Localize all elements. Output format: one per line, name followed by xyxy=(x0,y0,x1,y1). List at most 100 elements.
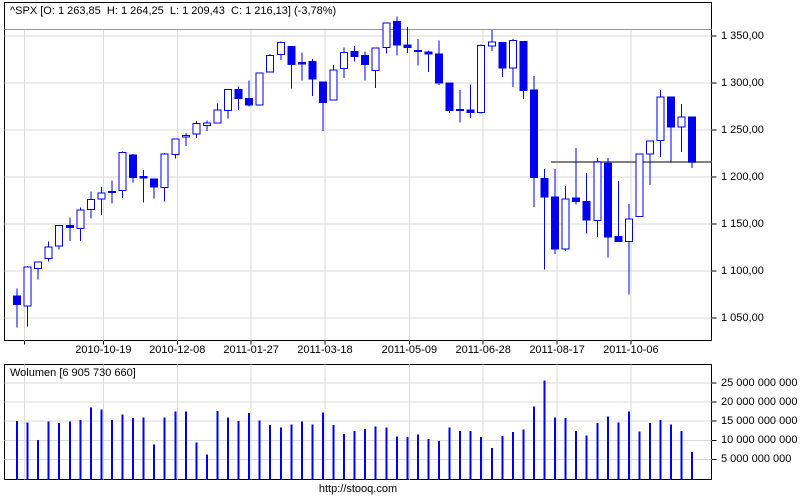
candle-body-up xyxy=(635,153,644,217)
volume-bar xyxy=(100,409,103,480)
candle-body-up xyxy=(118,152,127,191)
candle-body-up xyxy=(76,209,85,230)
volume-bar xyxy=(691,452,694,480)
volume-axis-label: 25 000 000 000 xyxy=(721,377,798,389)
candle-body-up xyxy=(593,161,602,222)
candle xyxy=(435,40,443,85)
candle xyxy=(202,120,211,132)
candle xyxy=(656,89,665,158)
candle xyxy=(224,88,232,119)
candle xyxy=(255,72,264,106)
candle xyxy=(677,104,686,152)
candle xyxy=(350,45,359,62)
candle-body-up xyxy=(224,88,232,111)
volume-axis-label: 5 000 000 000 xyxy=(721,453,792,466)
volume-bar xyxy=(300,421,303,480)
volume-bar xyxy=(311,424,314,480)
candle-body-down xyxy=(445,82,454,111)
volume-bar xyxy=(564,417,567,480)
candle xyxy=(276,41,285,60)
price-axis-label: 1 050,00 xyxy=(721,312,764,324)
volume-bar xyxy=(195,442,198,480)
candle-body-down xyxy=(107,190,116,194)
candle-body-up xyxy=(171,138,180,156)
candle-body-up xyxy=(97,192,106,200)
volume-bar xyxy=(174,411,177,480)
candle-body-down xyxy=(667,96,676,128)
volume-bar xyxy=(532,406,535,480)
candle-body-up xyxy=(181,135,190,138)
candle-body-down xyxy=(540,177,549,198)
candle-body-up xyxy=(646,140,654,155)
candle-body-up xyxy=(86,198,95,211)
price-panel-header: ^SPX [O: 1 263,85 H: 1 264,25 L: 1 209,4… xyxy=(10,5,337,17)
candle-body-down xyxy=(403,44,412,48)
candle xyxy=(361,51,370,81)
candle xyxy=(160,152,169,202)
candle-body-down xyxy=(582,200,591,221)
candle-body-down xyxy=(150,178,159,188)
volume-bar xyxy=(374,426,377,480)
volume-bar xyxy=(216,410,219,480)
candle-body-down xyxy=(688,116,697,163)
candle-body-up xyxy=(371,47,380,71)
volume-bar xyxy=(248,413,251,480)
date-label: 2011-01-27 xyxy=(223,344,279,356)
candle xyxy=(118,151,127,199)
volume-bar xyxy=(511,431,514,480)
volume-bar xyxy=(279,427,282,480)
candle-body-down xyxy=(603,162,612,238)
volume-bar xyxy=(448,427,451,480)
volume-bar xyxy=(638,431,641,480)
volume-bar xyxy=(543,380,546,480)
volume-bar xyxy=(332,425,335,480)
candle-body-down xyxy=(413,49,422,53)
volume-axis-label: 10 000 000 000 xyxy=(721,434,798,447)
candle-body-up xyxy=(266,55,275,73)
candle xyxy=(234,86,243,111)
candle xyxy=(329,64,338,101)
volume-bar xyxy=(575,430,578,480)
candle xyxy=(498,41,507,77)
candle-body-down xyxy=(287,45,296,65)
candle-body-down xyxy=(129,154,138,179)
volume-bar xyxy=(459,431,462,480)
candle xyxy=(466,84,475,118)
volume-bar xyxy=(68,421,71,480)
candle-body-up xyxy=(487,41,496,47)
candle xyxy=(624,203,633,295)
candle xyxy=(13,288,21,328)
candle xyxy=(572,148,581,205)
candle xyxy=(86,191,95,219)
date-label: 2011-03-18 xyxy=(297,344,353,356)
candle xyxy=(477,44,486,114)
candle xyxy=(150,178,159,199)
volume-bar xyxy=(353,430,356,480)
candle-body-up xyxy=(192,123,201,135)
candle-body-down xyxy=(466,109,475,114)
volume-bar xyxy=(227,417,229,480)
candle xyxy=(97,186,106,215)
candle xyxy=(266,54,275,73)
candle-body-down xyxy=(245,98,254,106)
candle-body-up xyxy=(255,72,264,106)
candle xyxy=(139,170,148,203)
volume-bar xyxy=(110,420,113,480)
candle-body-down xyxy=(318,81,327,104)
candle xyxy=(667,96,676,163)
candle xyxy=(508,38,517,87)
candle xyxy=(107,180,116,204)
candle-body-down xyxy=(234,88,243,100)
volume-bar xyxy=(438,441,440,480)
candle xyxy=(181,133,190,147)
volume-bar xyxy=(343,433,346,480)
candle xyxy=(603,157,612,258)
volume-bar xyxy=(385,427,388,480)
price-axis-label: 1 350,00 xyxy=(721,30,764,42)
date-label: 2011-08-17 xyxy=(529,344,585,356)
candle-body-up xyxy=(55,224,64,247)
volume-bar xyxy=(269,425,272,480)
candle xyxy=(688,116,697,169)
candle xyxy=(582,172,591,234)
